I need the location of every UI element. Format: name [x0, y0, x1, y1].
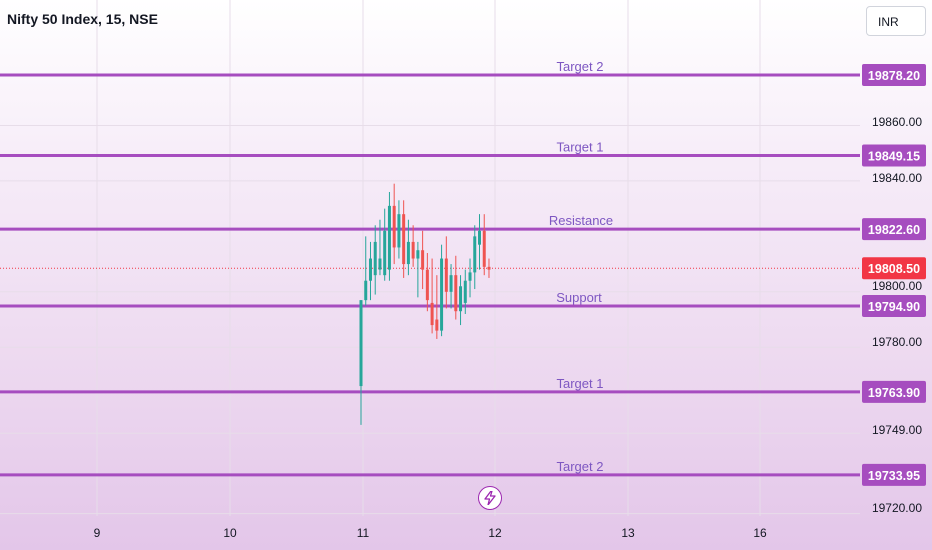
x-tick-label: 13 [621, 526, 635, 540]
candle-body-up [368, 258, 372, 281]
candle-body-up [440, 258, 444, 331]
candle-body-up [449, 275, 453, 292]
level-label: Target 2 [557, 59, 604, 74]
candle-body-up [397, 214, 401, 248]
candle-body-up [468, 272, 472, 281]
level-price-label: 19733.95 [868, 469, 920, 483]
level-price-tag [862, 64, 926, 86]
candle-body-up [373, 241, 377, 276]
candle-body-up [406, 241, 410, 265]
candle-body-up [378, 258, 382, 270]
candle-body-down [402, 214, 406, 265]
x-tick-label: 12 [488, 526, 502, 540]
y-tick-label: 19840.00 [872, 171, 922, 185]
candle-body-up [364, 280, 368, 301]
candles [359, 183, 491, 425]
candle-body-down [482, 230, 486, 267]
level-label: Support [556, 290, 602, 305]
level-label: Target 1 [557, 140, 604, 155]
candle-body-up [459, 286, 463, 312]
chart-grid [0, 0, 860, 516]
y-tick-label: 19720.00 [872, 501, 922, 515]
level-price-label: 19763.90 [868, 386, 920, 400]
candle-body-down [392, 205, 396, 248]
candle-body-down [444, 258, 448, 292]
chart-axes: 19860.00 19840.00 19800.00 19780.00 19749.00… [94, 115, 923, 540]
y-tick-label: 19800.00 [872, 279, 922, 293]
candle-body-down [435, 319, 439, 331]
x-tick-label: 9 [94, 526, 101, 540]
candle-body-up [463, 280, 467, 303]
candle-body-up [383, 230, 387, 276]
candle-body-up [473, 236, 477, 273]
candle-body-down [487, 266, 491, 270]
level-price-tag [862, 218, 926, 241]
level-price-label: 19794.90 [868, 300, 920, 314]
level-price-label: 19878.20 [868, 69, 920, 83]
candle-body-up [387, 205, 391, 270]
level-price-label: 19822.60 [868, 223, 920, 237]
level-price-tag [862, 463, 926, 486]
level-price-tag [862, 294, 926, 317]
y-tick-label: 19749.00 [872, 423, 922, 437]
level-price-tag [862, 144, 926, 167]
currency-button[interactable]: INR [866, 6, 926, 36]
price-levels: Target 2 19878.20 Target 1 19849.15 Resistan… [0, 59, 926, 486]
x-tick-label: 11 [357, 526, 370, 540]
candle-body-down [425, 269, 429, 301]
current-price-label: 19808.50 [868, 262, 920, 276]
y-tick-label: 19780.00 [872, 335, 922, 349]
candle-body-up [478, 230, 481, 245]
lightning-bolt-icon[interactable] [478, 486, 502, 510]
level-label: Resistance [549, 213, 613, 228]
level-label: Target 1 [557, 376, 604, 391]
x-tick-label: 10 [223, 526, 237, 540]
current-price-tag [862, 257, 926, 280]
level-price-label: 19849.15 [868, 150, 920, 164]
candle-body-up [416, 250, 420, 259]
x-tick-label: 16 [753, 526, 767, 540]
y-tick-label: 19860.00 [872, 115, 922, 129]
candle-body-down [421, 250, 425, 270]
candle-body-down [411, 241, 415, 259]
candle-body-down [430, 302, 434, 326]
candle-body-down [454, 275, 458, 312]
level-label: Target 2 [557, 459, 604, 474]
candle-body-up [359, 300, 363, 387]
symbol-title[interactable]: Nifty 50 Index, 15, NSE [7, 11, 158, 27]
level-price-tag [862, 380, 926, 403]
